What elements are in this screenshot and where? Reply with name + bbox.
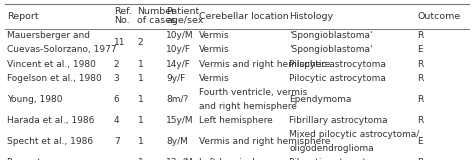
Text: oligodendroglioma: oligodendroglioma: [289, 144, 374, 153]
Text: 10y/F: 10y/F: [166, 45, 191, 54]
Text: Vermis: Vermis: [199, 74, 230, 83]
Text: 4: 4: [114, 116, 119, 125]
Text: age/sex: age/sex: [166, 16, 203, 25]
Text: 8y/M: 8y/M: [166, 137, 188, 146]
Text: R: R: [417, 31, 423, 40]
Text: R: R: [417, 116, 423, 125]
Text: E: E: [417, 137, 423, 146]
Text: 6: 6: [114, 95, 119, 104]
Text: 1: 1: [137, 137, 143, 146]
Text: 3: 3: [114, 74, 119, 83]
Text: Report: Report: [7, 12, 39, 21]
Text: Outcome: Outcome: [417, 12, 460, 21]
Text: Fibrillary astrocytoma: Fibrillary astrocytoma: [289, 116, 388, 125]
Text: Mixed pilocytic astrocytoma/: Mixed pilocytic astrocytoma/: [289, 130, 419, 139]
Text: Vincent et al., 1980: Vincent et al., 1980: [7, 60, 96, 68]
Text: 7: 7: [114, 137, 119, 146]
Text: Histology: Histology: [289, 12, 333, 21]
Text: 2: 2: [114, 60, 119, 68]
Text: Left hemisphere: Left hemisphere: [199, 158, 273, 160]
Text: Fogelson et al., 1980: Fogelson et al., 1980: [7, 74, 102, 83]
Text: 14y/F: 14y/F: [166, 60, 191, 68]
Text: Pilocytic astrocytoma: Pilocytic astrocytoma: [289, 74, 386, 83]
Text: 2: 2: [137, 38, 143, 47]
Text: R: R: [417, 60, 423, 68]
Text: Left hemisphere: Left hemisphere: [199, 116, 273, 125]
Text: 1: 1: [137, 116, 143, 125]
Text: Cerebellar location: Cerebellar location: [199, 12, 289, 21]
Text: 'Spongioblastoma': 'Spongioblastoma': [289, 45, 373, 54]
Text: 11: 11: [114, 38, 125, 47]
Text: R: R: [417, 95, 423, 104]
Text: and right hemisphere: and right hemisphere: [199, 102, 297, 111]
Text: Harada et al., 1986: Harada et al., 1986: [7, 116, 94, 125]
Text: 9y/F: 9y/F: [166, 74, 185, 83]
Text: 15y/M: 15y/M: [166, 116, 193, 125]
Text: of cases: of cases: [137, 16, 177, 25]
Text: Pilocytic astrocytoma: Pilocytic astrocytoma: [289, 158, 386, 160]
Text: 1: 1: [137, 60, 143, 68]
Text: R: R: [417, 74, 423, 83]
Text: No.: No.: [114, 16, 129, 25]
Text: 'Spongioblastoma': 'Spongioblastoma': [289, 31, 373, 40]
Text: E: E: [417, 45, 423, 54]
Text: 10y/M: 10y/M: [166, 31, 193, 40]
Text: 1: 1: [137, 74, 143, 83]
Text: R: R: [417, 158, 423, 160]
Text: 1: 1: [137, 158, 143, 160]
Text: 8m/?: 8m/?: [166, 95, 188, 104]
Text: 1: 1: [137, 95, 143, 104]
Text: Number: Number: [137, 8, 175, 16]
Text: Present case: Present case: [7, 158, 65, 160]
Text: Pilocytic astrocytoma: Pilocytic astrocytoma: [289, 60, 386, 68]
Text: Mauersberger and: Mauersberger and: [7, 31, 90, 40]
Text: Vermis: Vermis: [199, 31, 230, 40]
Text: Fourth ventricle, vermis: Fourth ventricle, vermis: [199, 88, 307, 97]
Text: Specht et al., 1986: Specht et al., 1986: [7, 137, 93, 146]
Text: Cuevas-Solorzano, 1977: Cuevas-Solorzano, 1977: [7, 45, 117, 54]
Text: Vermis and right hemisphere: Vermis and right hemisphere: [199, 60, 330, 68]
Text: Vermis and right hemisphere: Vermis and right hemisphere: [199, 137, 330, 146]
Text: 13y/M: 13y/M: [166, 158, 193, 160]
Text: Ref.: Ref.: [114, 8, 131, 16]
Text: Patient: Patient: [166, 8, 199, 16]
Text: Ependymoma: Ependymoma: [289, 95, 352, 104]
Text: Vermis: Vermis: [199, 45, 230, 54]
Text: Young, 1980: Young, 1980: [7, 95, 63, 104]
